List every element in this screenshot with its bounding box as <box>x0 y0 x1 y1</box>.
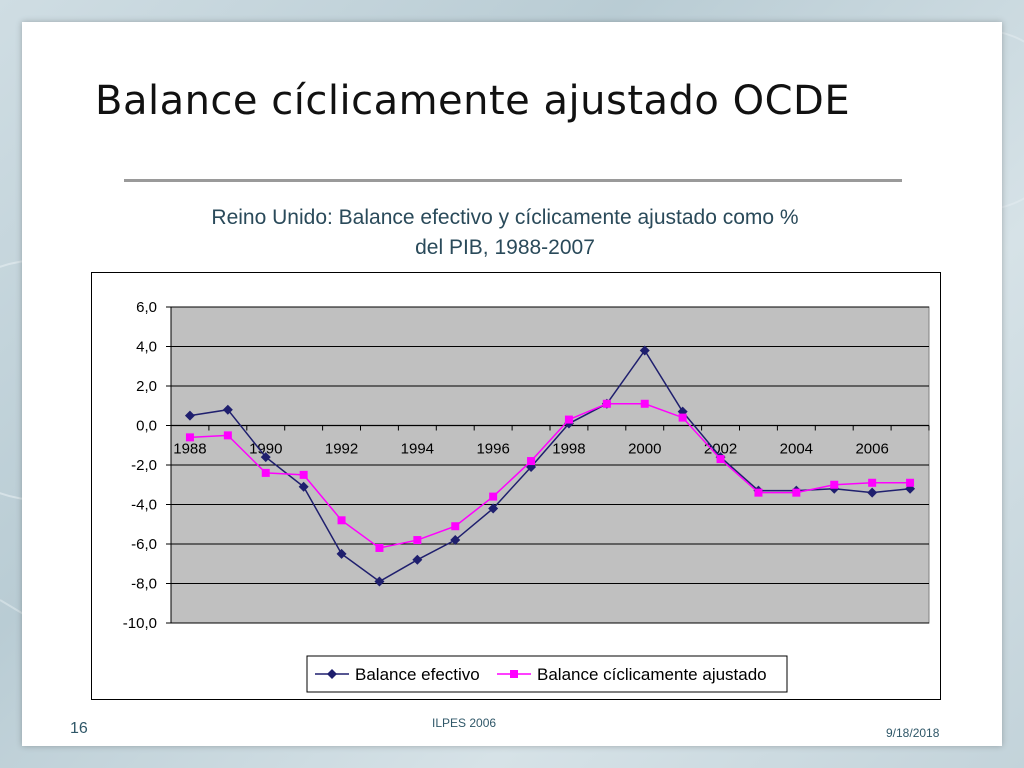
data-point-square <box>451 522 460 531</box>
data-point-square <box>906 478 915 487</box>
legend-label: Balance cíclicamente ajustado <box>537 665 767 684</box>
data-point-square <box>602 399 611 408</box>
y-tick-label: -8,0 <box>131 576 157 593</box>
x-tick-label: 1996 <box>476 441 509 458</box>
y-tick-label: -4,0 <box>131 497 157 514</box>
data-point-diamond <box>222 404 233 415</box>
data-point-diamond <box>260 452 271 463</box>
legend-marker-diamond <box>327 669 337 679</box>
series-line-balance-efectivo <box>189 349 911 583</box>
data-point-diamond <box>639 345 650 356</box>
data-point-diamond <box>336 548 347 559</box>
x-tick-label: 2004 <box>780 441 813 458</box>
data-point-diamond <box>298 481 309 492</box>
x-tick-label: 1990 <box>249 441 282 458</box>
x-tick-label: 1992 <box>325 441 358 458</box>
x-tick-label: 2006 <box>855 441 888 458</box>
legend-label: Balance efectivo <box>355 665 480 684</box>
x-tick-label: 1998 <box>552 441 585 458</box>
x-tick-label: 1994 <box>401 441 434 458</box>
x-tick-label: 2000 <box>628 441 661 458</box>
y-tick-label: -6,0 <box>131 536 157 553</box>
data-point-square <box>185 433 194 442</box>
data-point-square <box>375 543 384 552</box>
x-tick-label: 2002 <box>704 441 737 458</box>
series-line-balance-ajustado <box>189 403 911 549</box>
data-point-square <box>678 413 687 422</box>
chart-title: Reino Unido: Balance efectivo y cíclicam… <box>211 206 799 259</box>
data-point-square <box>754 488 763 497</box>
y-tick-label: 2,0 <box>136 378 157 395</box>
footer-date: 9/18/2018 <box>886 726 940 740</box>
slide-number: 16 <box>70 720 88 737</box>
y-tick-label: 0,0 <box>136 418 157 435</box>
data-point-diamond <box>184 410 195 421</box>
y-tick-label: 6,0 <box>136 299 157 316</box>
data-point-square <box>299 470 308 479</box>
data-point-square <box>564 415 573 424</box>
data-point-diamond <box>488 503 499 514</box>
legend-box <box>306 655 788 693</box>
y-tick-label: -2,0 <box>131 457 157 474</box>
line-chart: 6,0 4,0 2,0 0,0 -2,0 -4,0 -6,0 -8,0 -10,0 1988 199… <box>123 299 930 693</box>
data-point-square <box>868 478 877 487</box>
footer-text: ILPES 2006 <box>432 716 497 730</box>
title-divider <box>124 179 902 182</box>
data-point-diamond <box>412 554 423 565</box>
data-point-diamond <box>867 487 878 498</box>
chart-area: 6,0 4,0 2,0 0,0 -2,0 -4,0 -6,0 -8,0 -10,0 1988 199… <box>91 272 941 700</box>
data-point-square <box>413 536 422 545</box>
x-tick-label: 1988 <box>173 441 206 458</box>
data-point-square <box>716 455 725 464</box>
legend-marker-square <box>510 670 518 678</box>
data-point-square <box>640 399 649 408</box>
data-point-square <box>527 457 536 466</box>
data-point-square <box>261 468 270 477</box>
data-point-square <box>792 488 801 497</box>
data-point-diamond <box>450 535 461 546</box>
data-point-diamond <box>374 576 385 587</box>
data-point-square <box>489 492 498 501</box>
data-point-square <box>830 480 839 489</box>
slide-title: Balance cíclicamente ajustado OCDE <box>95 78 851 124</box>
y-tick-label: 4,0 <box>136 339 157 356</box>
y-tick-label: -10,0 <box>123 615 157 632</box>
data-point-square <box>337 516 346 525</box>
data-point-square <box>223 431 232 440</box>
